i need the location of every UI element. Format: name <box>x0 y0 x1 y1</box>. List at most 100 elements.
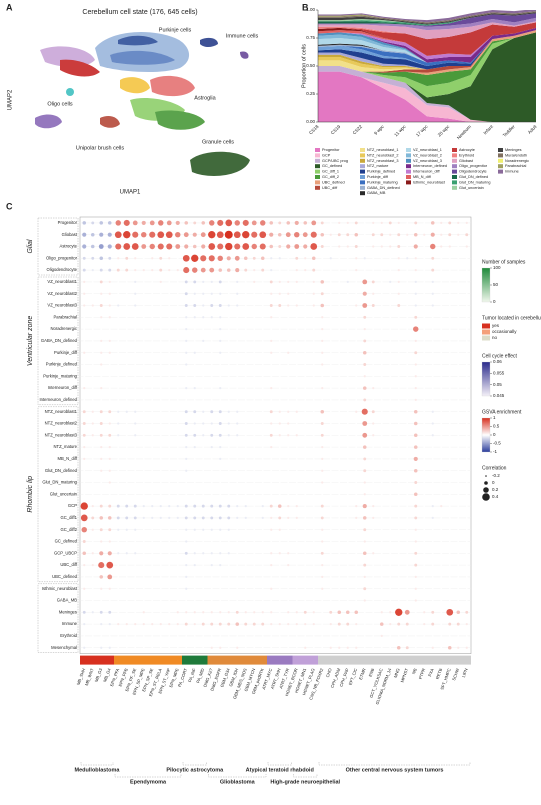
dot <box>185 635 188 637</box>
dot <box>83 622 86 626</box>
dot <box>440 292 443 295</box>
dot <box>338 517 341 519</box>
dot <box>448 587 451 590</box>
dot <box>176 328 179 330</box>
dot <box>397 635 400 637</box>
row-label: Astrocyte <box>60 244 78 249</box>
dot <box>406 505 409 507</box>
dot <box>91 611 94 614</box>
dot <box>117 481 120 484</box>
dot <box>91 328 94 330</box>
dot <box>182 254 190 262</box>
dot <box>337 622 341 626</box>
dot <box>244 422 247 425</box>
dot <box>253 493 256 496</box>
dot <box>261 493 264 496</box>
dot <box>210 410 214 414</box>
dot <box>362 303 368 308</box>
dot <box>329 304 332 307</box>
dot <box>227 387 230 389</box>
dot <box>338 458 341 460</box>
dot <box>304 505 307 507</box>
dot <box>346 351 349 354</box>
dot <box>269 504 273 508</box>
dot <box>355 516 358 520</box>
dot <box>312 328 315 330</box>
dot <box>185 575 188 579</box>
dot <box>236 635 239 637</box>
dot <box>363 222 366 224</box>
dot <box>236 399 239 401</box>
dot <box>321 575 324 579</box>
colorbar <box>481 361 491 397</box>
dot <box>346 576 349 578</box>
dot <box>159 622 162 626</box>
dot <box>448 410 451 413</box>
dot <box>287 469 290 472</box>
dot <box>125 351 128 354</box>
row-label: MB_N_diff <box>58 456 78 461</box>
legend-swatch <box>360 175 365 179</box>
legend-swatch <box>406 175 411 179</box>
dot <box>108 328 111 330</box>
area <box>318 32 536 87</box>
dot <box>261 587 264 590</box>
dot <box>219 327 222 331</box>
dot <box>371 233 375 237</box>
dot <box>423 576 426 578</box>
cluster <box>150 75 195 97</box>
dot <box>346 434 349 437</box>
dot <box>277 232 282 237</box>
dot <box>100 292 103 295</box>
dot <box>244 375 247 378</box>
dot <box>117 576 120 578</box>
dot <box>321 386 324 390</box>
dot <box>405 646 409 650</box>
dot <box>159 363 162 366</box>
dot <box>210 540 213 543</box>
row-label: UBC_defined <box>52 574 78 579</box>
dot <box>363 493 366 496</box>
row-label: VZ_neuroblast3 <box>47 303 77 308</box>
dot <box>108 635 111 637</box>
dot <box>465 257 468 260</box>
dot <box>149 220 155 226</box>
dot <box>423 646 426 649</box>
dot <box>448 622 452 626</box>
dot <box>91 528 94 531</box>
dot <box>287 328 290 330</box>
dot <box>157 231 165 239</box>
cluster <box>240 51 249 59</box>
dot <box>117 399 120 401</box>
dot <box>295 646 298 649</box>
dot <box>287 422 290 425</box>
dot <box>201 516 205 520</box>
dot <box>108 256 112 260</box>
dot <box>295 469 298 472</box>
dot <box>82 244 87 249</box>
dot <box>380 517 383 519</box>
dot <box>168 257 171 260</box>
dot <box>218 410 222 414</box>
dot <box>159 280 162 284</box>
area <box>318 27 536 56</box>
dot <box>236 292 239 295</box>
dot <box>465 316 468 319</box>
dot <box>184 244 189 249</box>
dot <box>431 516 434 520</box>
dot <box>355 399 358 401</box>
dot <box>83 304 86 307</box>
dot <box>440 351 443 354</box>
dot <box>321 316 324 319</box>
dot <box>82 551 87 556</box>
dot <box>141 220 146 225</box>
dot <box>380 233 384 237</box>
dot <box>389 611 392 614</box>
dot <box>259 231 267 239</box>
dot <box>100 399 103 401</box>
dot <box>287 493 290 496</box>
dot <box>423 587 426 590</box>
group-band <box>377 655 386 665</box>
dot <box>134 434 137 437</box>
column-label: ETMR <box>358 668 367 681</box>
